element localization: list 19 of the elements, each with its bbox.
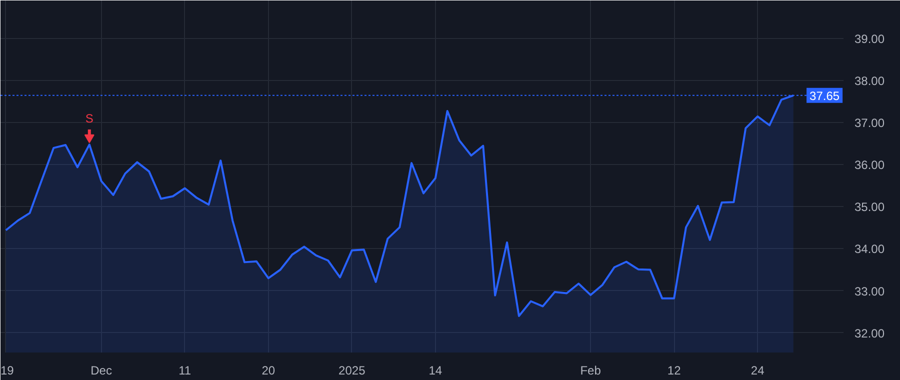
x-tick-label: 14 [428,364,442,378]
y-tick-label: 33.00 [854,284,885,298]
y-tick-label: 37.00 [854,116,885,130]
y-tick-label: 35.00 [854,200,885,214]
x-tick-label: 2025 [338,364,366,378]
y-tick-label: 38.00 [854,74,885,88]
y-tick-label: 34.00 [854,242,885,256]
x-tick-label: 12 [667,364,682,378]
y-tick-label: 36.00 [854,158,885,172]
x-tick-label: Feb [580,364,602,378]
x-tick-label: 19 [0,364,14,378]
x-tick-label: 11 [178,364,192,378]
y-tick-label: 32.00 [854,326,885,340]
ref-line-label: 37.65 [810,88,840,103]
x-tick-label: 24 [750,364,765,378]
x-tick-label: 20 [262,364,276,378]
x-tick-label: Dec [90,364,112,378]
annotation: S [85,112,94,126]
y-tick-label: 39.00 [854,32,885,46]
